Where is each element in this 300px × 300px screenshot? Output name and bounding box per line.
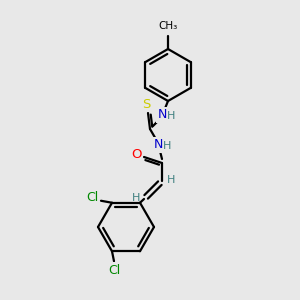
Text: H: H: [132, 193, 140, 203]
Text: H: H: [167, 175, 175, 185]
Text: N: N: [157, 109, 167, 122]
Text: N: N: [153, 139, 163, 152]
Text: S: S: [142, 98, 150, 110]
Text: H: H: [163, 141, 171, 151]
Text: CH₃: CH₃: [158, 21, 178, 31]
Text: O: O: [131, 148, 141, 161]
Text: H: H: [167, 111, 175, 121]
Text: Cl: Cl: [86, 191, 98, 204]
Text: Cl: Cl: [108, 264, 120, 277]
